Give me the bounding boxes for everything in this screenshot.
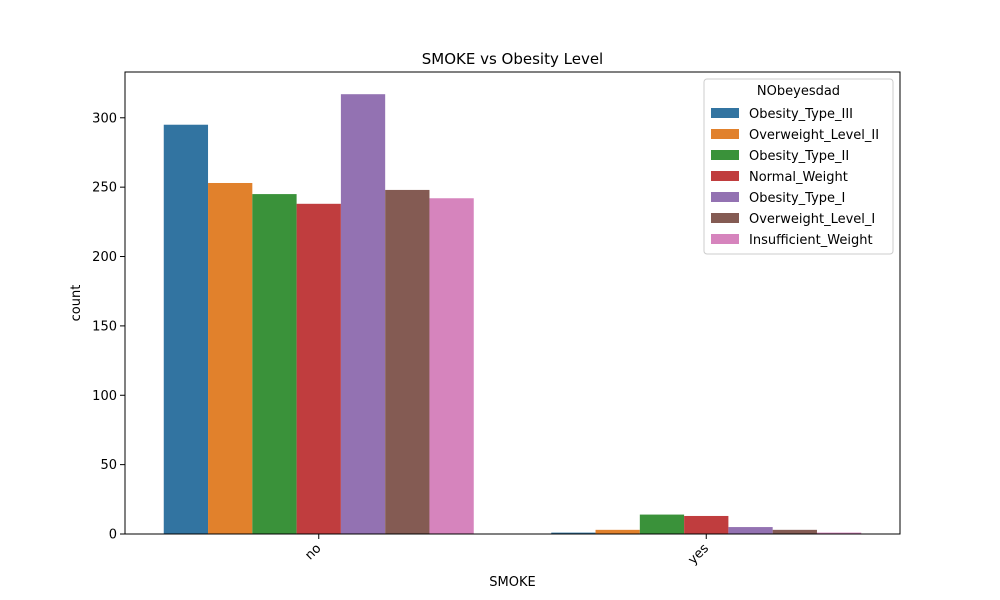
legend-swatch-insufficient-weight	[711, 234, 739, 244]
legend-swatch-normal-weight	[711, 171, 739, 181]
legend-swatch-obesity-type-ii	[711, 150, 739, 160]
bars-group	[163, 94, 862, 535]
legend-swatch-overweight-level-i	[711, 213, 739, 223]
bar-insufficient-weight-yes	[816, 532, 862, 534]
y-axis-title: count	[69, 285, 84, 322]
legend-label-normal-weight: Normal_Weight	[749, 170, 848, 185]
x-tick-label-yes: yes	[685, 541, 712, 568]
legend-label-overweight-level-ii: Overweight_Level_II	[749, 128, 879, 143]
bar-overweight-level-ii-no	[208, 182, 253, 534]
legend-swatch-overweight-level-ii	[711, 129, 739, 139]
y-tick-label: 250	[92, 181, 117, 196]
bar-insufficient-weight-no	[429, 198, 474, 534]
legend-swatch-obesity-type-i	[711, 192, 739, 202]
legend-box	[703, 78, 894, 255]
bar-obesity-type-ii-no	[252, 194, 297, 534]
bar-obesity-type-iii-no	[163, 124, 209, 535]
legend-label-obesity-type-i: Obesity_Type_I	[749, 191, 845, 206]
bar-normal-weight-no	[296, 203, 341, 534]
y-axis: 0 50 100 150 200 250 300	[92, 111, 125, 543]
y-tick-label: 150	[92, 319, 117, 334]
legend-label-obesity-type-ii: Obesity_Type_II	[749, 149, 849, 164]
legend: NObeyesdad Obesity_Type_III Overweight_Lev…	[703, 78, 894, 255]
y-tick-label: 50	[100, 458, 117, 473]
bar-obesity-type-ii-yes	[639, 514, 685, 534]
y-tick-label: 200	[92, 250, 117, 265]
bar-normal-weight-yes	[684, 515, 729, 534]
y-tick-label: 0	[109, 528, 117, 543]
y-tick-label: 100	[92, 389, 117, 404]
bar-overweight-level-ii-yes	[595, 529, 640, 534]
x-tick-label-no: no	[302, 541, 324, 563]
legend-label-insufficient-weight: Insufficient_Weight	[749, 233, 873, 248]
x-axis: no yes	[302, 534, 712, 568]
bar-overweight-level-i-yes	[772, 529, 817, 534]
x-axis-title: SMOKE	[489, 575, 535, 590]
plot-frame	[124, 71, 901, 535]
legend-title: NObeyesdad	[757, 84, 840, 99]
legend-swatch-obesity-type-iii	[711, 108, 739, 118]
legend-label-obesity-type-iii: Obesity_Type_III	[749, 107, 853, 122]
bar-obesity-type-i-yes	[728, 527, 773, 534]
legend-label-overweight-level-i: Overweight_Level_I	[749, 212, 875, 227]
chart-title: SMOKE vs Obesity Level	[422, 50, 603, 68]
bar-obesity-type-iii-yes	[551, 532, 596, 534]
bar-obesity-type-i-no	[340, 94, 386, 535]
bar-overweight-level-i-no	[385, 189, 430, 535]
y-tick-label: 300	[92, 111, 117, 126]
